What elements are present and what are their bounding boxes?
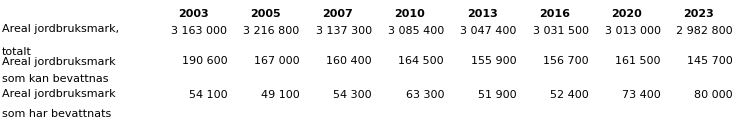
Text: totalt: totalt <box>2 47 32 57</box>
Text: 80 000: 80 000 <box>694 90 733 100</box>
Text: 54 300: 54 300 <box>333 90 371 100</box>
Text: 161 500: 161 500 <box>615 57 661 67</box>
Text: 164 500: 164 500 <box>399 57 444 67</box>
Text: 54 100: 54 100 <box>189 90 227 100</box>
Text: 2010: 2010 <box>394 9 425 19</box>
Text: Areal jordbruksmark,: Areal jordbruksmark, <box>2 24 119 34</box>
Text: 155 900: 155 900 <box>471 57 516 67</box>
Text: 3 085 400: 3 085 400 <box>388 26 444 37</box>
Text: 2020: 2020 <box>611 9 642 19</box>
Text: Areal jordbruksmark: Areal jordbruksmark <box>2 89 116 99</box>
Text: 2005: 2005 <box>250 9 281 19</box>
Text: 52 400: 52 400 <box>550 90 589 100</box>
Text: 2016: 2016 <box>539 9 570 19</box>
Text: 51 900: 51 900 <box>478 90 516 100</box>
Text: 3 031 500: 3 031 500 <box>533 26 589 37</box>
Text: 156 700: 156 700 <box>543 57 589 67</box>
Text: 2007: 2007 <box>322 9 353 19</box>
Text: 63 300: 63 300 <box>405 90 444 100</box>
Text: 2 982 800: 2 982 800 <box>677 26 733 37</box>
Text: 145 700: 145 700 <box>687 57 733 67</box>
Text: som har bevattnats: som har bevattnats <box>2 109 111 119</box>
Text: 3 013 000: 3 013 000 <box>605 26 661 37</box>
Text: 167 000: 167 000 <box>254 57 299 67</box>
Text: 3 137 300: 3 137 300 <box>315 26 371 37</box>
Text: som kan bevattnas: som kan bevattnas <box>2 74 108 84</box>
Text: 2003: 2003 <box>178 9 209 19</box>
Text: 3 047 400: 3 047 400 <box>460 26 516 37</box>
Text: 49 100: 49 100 <box>261 90 299 100</box>
Text: 3 216 800: 3 216 800 <box>243 26 299 37</box>
Text: 3 163 000: 3 163 000 <box>171 26 227 37</box>
Text: Areal jordbruksmark: Areal jordbruksmark <box>2 57 116 67</box>
Text: 73 400: 73 400 <box>622 90 661 100</box>
Text: 2023: 2023 <box>683 9 714 19</box>
Text: 2013: 2013 <box>467 9 497 19</box>
Text: 160 400: 160 400 <box>326 57 371 67</box>
Text: 190 600: 190 600 <box>181 57 227 67</box>
